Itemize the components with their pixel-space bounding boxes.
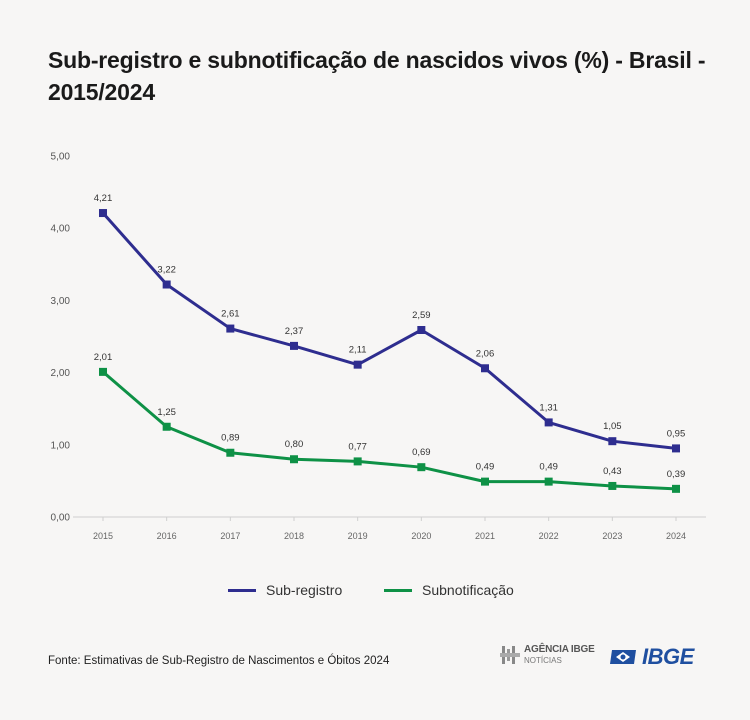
- data-point-sub-registro: [672, 444, 680, 453]
- legend-item-subnotificacao: Subnotificação: [384, 582, 514, 598]
- data-point-subnotificacao: [417, 463, 426, 472]
- data-label-sub-registro: 2,61: [221, 309, 240, 320]
- data-point-subnotificacao: [608, 481, 617, 490]
- data-point-sub-registro: [608, 437, 617, 446]
- data-point-sub-registro: [162, 280, 171, 289]
- x-tick-label: 2016: [157, 531, 177, 541]
- legend-swatch-sub-registro: [228, 588, 256, 592]
- x-tick-label: 2015: [93, 531, 113, 541]
- ibge-logo-text: IBGE: [642, 644, 694, 669]
- data-label-subnotificacao: 0,80: [285, 439, 304, 450]
- data-point-subnotificacao: [290, 455, 298, 464]
- data-point-subnotificacao: [353, 457, 362, 466]
- data-point-sub-registro: [226, 324, 235, 333]
- series-line-sub-registro: [101, 212, 677, 450]
- series-line-subnotificacao: [102, 370, 677, 491]
- x-tick-label: 2019: [348, 531, 368, 541]
- x-tick-label: 2017: [220, 531, 240, 541]
- data-label-subnotificacao: 0,39: [667, 469, 686, 480]
- y-tick-label: 0,00: [51, 513, 71, 524]
- data-label-sub-registro: 0,95: [667, 428, 686, 439]
- legend-label-sub-registro: Sub-registro: [266, 582, 343, 598]
- source-note: Fonte: Estimativas de Sub-Registro de Na…: [48, 655, 390, 667]
- data-point-subnotificacao: [672, 484, 680, 493]
- data-label-subnotificacao: 1,25: [157, 407, 176, 418]
- data-label-subnotificacao: 0,49: [476, 462, 495, 473]
- data-label-sub-registro: 4,21: [94, 193, 113, 204]
- data-label-sub-registro: 2,37: [285, 326, 304, 337]
- x-tick-label: 2024: [666, 531, 686, 541]
- legend-swatch-subnotificacao: [384, 588, 412, 592]
- agencia-mark-icon: [500, 646, 520, 664]
- data-point-subnotificacao: [226, 448, 235, 457]
- x-tick-label: 2023: [602, 531, 622, 541]
- data-label-subnotificacao: 0,89: [221, 433, 240, 444]
- y-tick-label: 5,00: [51, 152, 71, 163]
- data-label-subnotificacao: 2,01: [94, 352, 113, 363]
- data-point-subnotificacao: [162, 422, 171, 431]
- chart-title: Sub-registro e subnotificação de nascido…: [48, 47, 706, 105]
- data-label-sub-registro: 1,05: [603, 421, 622, 432]
- data-label-sub-registro: 1,31: [539, 402, 558, 413]
- data-point-sub-registro: [544, 418, 553, 427]
- data-point-sub-registro: [417, 326, 426, 335]
- x-tick-label: 2021: [475, 531, 495, 541]
- data-point-subnotificacao: [544, 477, 553, 486]
- ibge-logo: IBGE: [610, 644, 694, 670]
- data-label-sub-registro: 2,59: [412, 310, 431, 321]
- data-point-sub-registro: [290, 341, 298, 350]
- y-tick-label: 1,00: [51, 440, 71, 451]
- x-tick-label: 2020: [411, 531, 431, 541]
- data-label-sub-registro: 2,06: [476, 348, 495, 359]
- data-label-sub-registro: 2,11: [349, 345, 367, 356]
- y-tick-label: 4,00: [51, 224, 71, 235]
- data-point-subnotificacao: [481, 477, 489, 486]
- legend-item-sub-registro: Sub-registro: [228, 582, 342, 598]
- agencia-ibge-logo: AGÊNCIA IBGE NOTÍCIAS: [500, 644, 595, 666]
- legend-label-subnotificacao: Subnotificação: [422, 582, 514, 598]
- x-tick-label: 2022: [539, 531, 559, 541]
- y-tick-label: 2,00: [51, 368, 71, 379]
- data-point-subnotificacao: [99, 367, 107, 376]
- agencia-logo-bottom-text: NOTÍCIAS: [524, 656, 562, 665]
- legend: Sub-registro Subnotificação: [0, 582, 750, 602]
- agencia-logo-top-text: AGÊNCIA IBGE: [524, 644, 595, 655]
- data-label-subnotificacao: 0,49: [539, 462, 558, 473]
- y-tick-label: 3,00: [51, 296, 71, 307]
- data-point-sub-registro: [353, 360, 362, 369]
- data-point-sub-registro: [481, 364, 489, 373]
- data-point-sub-registro: [99, 209, 107, 218]
- data-label-subnotificacao: 0,43: [603, 466, 622, 477]
- data-label-sub-registro: 3,22: [157, 265, 176, 276]
- data-label-subnotificacao: 0,69: [412, 447, 431, 458]
- data-label-subnotificacao: 0,77: [348, 441, 367, 452]
- x-tick-label: 2018: [284, 531, 304, 541]
- ibge-diamond-icon: [610, 650, 636, 664]
